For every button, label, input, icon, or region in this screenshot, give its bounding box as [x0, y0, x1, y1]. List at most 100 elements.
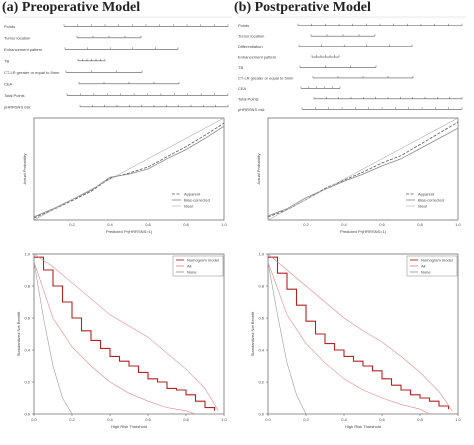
nomogram-variable-label: Enhancement pattern [4, 47, 42, 52]
decision-curve-x-tick-label: 0.4 [341, 417, 347, 422]
calibration-x-tick-label: 0.6 [379, 222, 385, 227]
calibration-x-tick-label: 1.0 [455, 222, 461, 227]
decision-curve-y-axis-label: Standardized Net Benefit [16, 311, 21, 356]
decision-curve-chart-a: 0.0 0.2 0.4 0.6 0.8 1.0 0.0 0.2 0.4 0.6 0.8 1.0 High… [16, 252, 228, 430]
calibration-x-tick-label: 0.4 [341, 222, 347, 227]
calibration-x-tick-label: 0.8 [417, 222, 423, 227]
nomogram-variable-label: Points [238, 23, 249, 28]
decision-curve-x-tick-label: 1.0 [455, 417, 461, 422]
nomogram-variable-label: CEA [238, 86, 247, 91]
nomogram-variable-label: CT-LR greater or equal to 5mm [4, 70, 60, 75]
calibration-series-line [33, 125, 225, 218]
decision-curve-y-tick-label: 0.4 [258, 348, 264, 353]
calibration-series-line [33, 122, 225, 219]
calibration-chart-b: 0.2 0.4 0.6 0.8 1.0 Predicted Pr(HRRSNS=1) Act… [256, 117, 462, 234]
nomogram-variable-label: Points [4, 24, 15, 29]
calibration-x-axis-label: Predicted Pr(HRRSNS=1) [106, 229, 153, 234]
calibration-legend-label: Ideal [418, 204, 427, 209]
calibration-series-line [267, 127, 459, 217]
decision-curve-x-tick-label: 0.8 [417, 417, 423, 422]
calibration-x-tick-label: 0.4 [107, 222, 113, 227]
panel-a-title-text: Preoperative Model [21, 0, 141, 15]
decision-curve-x-axis-label: High Risk Threshold [345, 424, 381, 429]
decision-curve-legend-box [172, 255, 224, 277]
calibration-x-tick-label: 0.2 [69, 222, 75, 227]
decision-curve-y-tick-label: 0.6 [24, 316, 30, 321]
decision-curve-y-tick-label: 0.2 [24, 380, 30, 385]
decision-curve-series-line [267, 261, 430, 415]
calibration-legend-label: Ideal [184, 204, 193, 209]
calibration-x-axis-label: Predicted Pr(HRRSNS=1) [340, 229, 387, 234]
decision-curve-y-tick-label: 0.8 [258, 284, 264, 289]
calibration-series-line [267, 121, 459, 218]
decision-curve-legend-label: Nomogram model [421, 258, 453, 263]
nomogram-variable-label: CT-LR greater or equal to 5mm [238, 75, 294, 80]
nomogram-variable-label: TB [238, 65, 243, 70]
decision-curve-y-tick-label: 0.0 [24, 412, 30, 417]
calibration-series-line [33, 117, 225, 221]
nomogram-a: Points Tumor location Enhancement pattern T… [4, 16, 232, 109]
nomogram-variable-label: pHRRSNS risk [238, 107, 264, 112]
decision-curve-legend-label: None [421, 270, 431, 275]
calibration-legend-label: Apparent [184, 192, 201, 197]
decision-curve-y-axis-label: Standardized Net Benefit [250, 311, 255, 356]
calibration-plot-frame [33, 117, 225, 221]
calibration-y-axis-label: Actual Probability [22, 154, 27, 185]
decision-curve-legend-label: All [187, 264, 192, 269]
decision-curve-x-axis-label: High Risk Threshold [111, 424, 147, 429]
panel-b-label: (b) [234, 0, 252, 15]
calibration-plot-frame [267, 117, 459, 221]
decision-curve-series-line [33, 261, 73, 415]
decision-curve-legend-label: None [187, 270, 197, 275]
decision-curve-legend-box [406, 255, 458, 277]
calibration-legend-label: Bias-corrected [418, 198, 444, 203]
decision-curve-x-tick-label: 0.0 [265, 417, 271, 422]
nomogram-variable-label: Tumor location [238, 34, 264, 39]
calibration-x-tick-label: 1.0 [221, 222, 227, 227]
nomogram-variable-label: CEA [4, 81, 13, 86]
decision-curve-x-tick-label: 0.0 [31, 417, 37, 422]
decision-curve-legend-label: All [421, 264, 426, 269]
decision-curve-legend-label: Nomogram model [187, 258, 219, 263]
nomogram-variable-label: Enhancement pattern [238, 55, 276, 60]
nomogram-variable-label: TB [4, 58, 9, 63]
calibration-legend-label: Bias-corrected [184, 198, 210, 203]
decision-curve-x-tick-label: 0.8 [183, 417, 189, 422]
decision-curve-y-tick-label: 0.4 [24, 348, 30, 353]
decision-curve-chart-b: 0.0 0.2 0.4 0.6 0.8 1.0 0.0 0.2 0.4 0.6 0.8 1.0 High… [250, 252, 462, 430]
decision-curve-series-line [34, 256, 216, 411]
panel-b-title-text: Postperative Model [254, 0, 371, 15]
decision-curve-y-tick-label: 0.2 [258, 380, 264, 385]
panel-a-label: (a) [2, 0, 19, 15]
calibration-y-axis-label: Actual Probability [256, 154, 261, 185]
nomogram-b: Points Tumor location Differentiation Enhan… [238, 16, 466, 112]
decision-curve-y-tick-label: 0.6 [258, 316, 264, 321]
decision-curve-x-tick-label: 0.2 [303, 417, 309, 422]
decision-curve-y-tick-label: 1.0 [258, 252, 264, 257]
decision-curve-series-line [267, 261, 307, 415]
nomogram-variable-label: Total Points [4, 93, 25, 98]
calibration-x-tick-label: 0.6 [145, 222, 151, 227]
nomogram-variable-label: Tumor location [4, 35, 30, 40]
decision-curve-x-tick-label: 0.6 [379, 417, 385, 422]
panel-a-title: (a) Preoperative Model [2, 0, 140, 16]
nomogram-variable-label: Total Points [238, 96, 259, 101]
decision-curve-y-tick-label: 0.8 [24, 284, 30, 289]
decision-curve-x-tick-label: 0.6 [145, 417, 151, 422]
calibration-series-line [267, 117, 459, 221]
decision-curve-frame [33, 253, 225, 415]
decision-curve-series-line [268, 256, 450, 410]
calibration-chart-a: 0.2 0.4 0.6 0.8 1.0 Predicted Pr(HRRSNS=1) Act… [22, 117, 228, 234]
decision-curve-x-tick-label: 1.0 [221, 417, 227, 422]
decision-curve-x-tick-label: 0.4 [107, 417, 113, 422]
decision-curve-x-tick-label: 0.2 [69, 417, 75, 422]
nomogram-variable-label: Differentiation [238, 44, 263, 49]
decision-curve-series-line [33, 261, 196, 415]
calibration-legend-label: Apparent [418, 192, 435, 197]
decision-curve-series-line [267, 253, 453, 411]
decision-curve-y-tick-label: 1.0 [24, 252, 30, 257]
decision-curve-y-tick-label: 0.0 [258, 412, 264, 417]
decision-curve-series-line [33, 253, 219, 411]
nomogram-variable-label: pHRRSNS risk [4, 104, 30, 109]
calibration-x-tick-label: 0.2 [303, 222, 309, 227]
